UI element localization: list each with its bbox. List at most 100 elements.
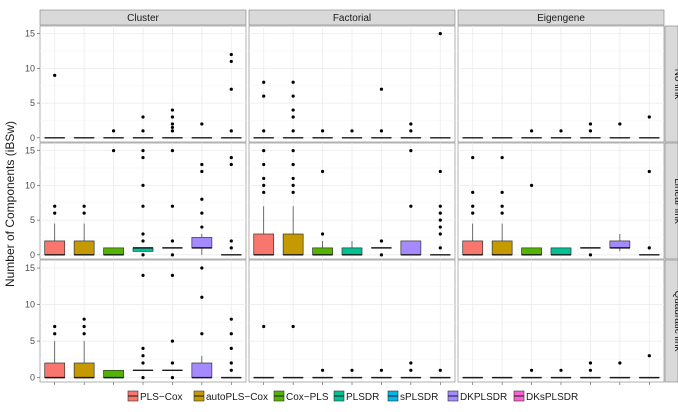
box-outlier: [200, 170, 203, 173]
box-outlier: [292, 325, 295, 328]
box-body: [192, 237, 212, 247]
box-outlier: [83, 212, 86, 215]
box-outlier: [530, 369, 533, 372]
box-outlier: [530, 129, 533, 132]
box-outlier: [171, 274, 174, 277]
y-tick-label: 10: [25, 63, 35, 73]
box-body: [463, 241, 483, 255]
row-strip-label: Linear link: [672, 178, 678, 225]
legend-label: PLS−Cox: [140, 392, 183, 403]
y-axis-title: Number of Components (iBSw): [3, 121, 17, 287]
box-outlier: [83, 318, 86, 321]
column-strip-label: Cluster: [127, 13, 159, 24]
y-tick-label: 0: [30, 133, 35, 143]
box-outlier: [262, 95, 265, 98]
box-outlier: [230, 88, 233, 91]
box-outlier: [141, 253, 144, 256]
box-outlier: [141, 156, 144, 159]
box-outlier: [321, 129, 324, 132]
box-outlier: [230, 60, 233, 63]
box-outlier: [171, 108, 174, 111]
box-outlier: [171, 253, 174, 256]
box-outlier: [262, 177, 265, 180]
box-outlier: [648, 170, 651, 173]
box-outlier: [200, 122, 203, 125]
box-outlier: [171, 376, 174, 379]
box-outlier: [230, 163, 233, 166]
box-body: [74, 241, 94, 255]
box-outlier: [292, 184, 295, 187]
box-outlier: [439, 219, 442, 222]
box-outlier: [409, 149, 412, 152]
box-outlier: [292, 95, 295, 98]
legend-label: DKPLSDR: [460, 392, 507, 403]
legend-label: sPLSDR: [400, 392, 438, 403]
legend-label: autoPLS−Cox: [206, 392, 268, 403]
box-outlier: [292, 129, 295, 132]
box-outlier: [141, 274, 144, 277]
box-outlier: [380, 253, 383, 256]
box-body: [283, 234, 303, 255]
y-tick-label: 15: [25, 263, 35, 273]
box-outlier: [141, 347, 144, 350]
box-body: [492, 241, 512, 255]
box-outlier: [171, 205, 174, 208]
box-outlier: [83, 325, 86, 328]
row-strip-label: No link: [672, 69, 678, 101]
box-body: [104, 248, 124, 255]
box-outlier: [559, 129, 562, 132]
box-outlier: [648, 115, 651, 118]
box-outlier: [471, 212, 474, 215]
box-outlier: [171, 339, 174, 342]
box-outlier: [409, 205, 412, 208]
box-outlier: [589, 129, 592, 132]
box-outlier: [439, 205, 442, 208]
box-outlier: [321, 170, 324, 173]
box-outlier: [292, 163, 295, 166]
box-outlier: [200, 225, 203, 228]
box-outlier: [589, 369, 592, 372]
box-body: [254, 234, 274, 255]
box-outlier: [230, 53, 233, 56]
box-outlier: [380, 88, 383, 91]
box-body: [192, 363, 212, 378]
box-outlier: [262, 325, 265, 328]
box-outlier: [230, 239, 233, 242]
box-outlier: [171, 122, 174, 125]
box-outlier: [439, 246, 442, 249]
box-body: [522, 248, 542, 255]
box-outlier: [171, 149, 174, 152]
y-tick-label: 5: [30, 215, 35, 225]
box-outlier: [200, 212, 203, 215]
box-outlier: [141, 149, 144, 152]
box-outlier: [230, 318, 233, 321]
box-outlier: [409, 122, 412, 125]
box-outlier: [471, 156, 474, 159]
box-body: [610, 241, 630, 248]
legend-label: Cox−PLS: [286, 392, 329, 403]
box-outlier: [171, 239, 174, 242]
box-outlier: [112, 129, 115, 132]
box-outlier: [380, 239, 383, 242]
box-outlier: [589, 361, 592, 364]
box-outlier: [648, 246, 651, 249]
box-outlier: [439, 170, 442, 173]
box-outlier: [141, 361, 144, 364]
box-outlier: [141, 129, 144, 132]
box-outlier: [200, 296, 203, 299]
box-outlier: [141, 376, 144, 379]
box-outlier: [141, 205, 144, 208]
box-outlier: [230, 246, 233, 249]
box-outlier: [83, 332, 86, 335]
box-outlier: [141, 184, 144, 187]
box-outlier: [530, 184, 533, 187]
box-outlier: [141, 239, 144, 242]
box-outlier: [618, 361, 621, 364]
box-outlier: [262, 163, 265, 166]
box-outlier: [230, 347, 233, 350]
box-outlier: [53, 212, 56, 215]
box-outlier: [321, 369, 324, 372]
box-outlier: [471, 205, 474, 208]
box-outlier: [292, 81, 295, 84]
